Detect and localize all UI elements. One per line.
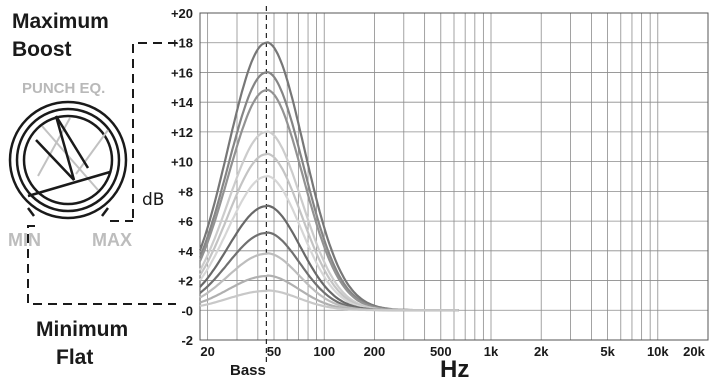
x-tick-label: 50 xyxy=(267,344,281,359)
eq-curve xyxy=(199,152,459,312)
knob-max-tick xyxy=(101,207,109,217)
x-tick-label: 100 xyxy=(313,344,335,359)
knob-pointer-base xyxy=(27,170,111,198)
x-tick-label: 10k xyxy=(647,344,669,359)
max-boost-label-2: Boost xyxy=(12,38,72,61)
knob-middle-ring xyxy=(15,107,121,213)
knob-ghost-pointer xyxy=(37,117,71,177)
knob-pointer-edge xyxy=(54,115,90,169)
x-tick-label: 5k xyxy=(600,344,615,359)
x-tick-label: 500 xyxy=(430,344,452,359)
plot-frame xyxy=(199,12,709,341)
curves xyxy=(198,41,459,312)
eq-curve xyxy=(199,289,459,312)
min-flat-label-2: Flat xyxy=(56,346,94,369)
leader-lines xyxy=(27,42,177,305)
y-tick-label: +2 xyxy=(178,274,193,289)
axes: -2 -0 +2 +4 +6 +8 +10 +12 +14 +16 +18 +20 20 50 100 200… xyxy=(171,6,706,362)
eq-curve xyxy=(198,41,459,312)
y-axis-unit: dB xyxy=(142,190,165,210)
knob-min-label: MIN xyxy=(8,230,41,250)
punch-eq-knob xyxy=(8,100,128,220)
knob-min-tick xyxy=(27,207,35,217)
y-tick-label: +20 xyxy=(171,6,193,21)
knob-inner-ring xyxy=(22,114,114,206)
x-axis-unit: Hz xyxy=(440,356,470,383)
y-tick-label: -2 xyxy=(181,333,193,348)
y-tick-label: +10 xyxy=(171,155,193,170)
y-tick-label: +8 xyxy=(178,184,193,199)
x-tick-label: 20 xyxy=(200,344,214,359)
max-boost-label-1: Maximum xyxy=(12,10,109,33)
x-tick-label: 2k xyxy=(534,344,549,359)
y-tick-label: +16 xyxy=(171,65,193,80)
knob-title: PUNCH EQ. xyxy=(22,80,106,97)
x-tick-label: 1k xyxy=(484,344,499,359)
y-tick-label: +14 xyxy=(171,95,194,110)
knob-ghost-pointer xyxy=(75,129,109,175)
knob-max-label: MAX xyxy=(92,230,132,250)
min-leader-line xyxy=(27,225,176,305)
y-tick-label: +4 xyxy=(178,244,194,259)
y-tick-label: +6 xyxy=(178,214,193,229)
y-tick-label: +18 xyxy=(171,36,193,51)
y-tick-label: +12 xyxy=(171,125,193,140)
knob-ghost-pointer xyxy=(41,125,99,191)
y-tick-label: -0 xyxy=(181,303,193,318)
grid xyxy=(199,12,709,341)
bass-marker-label: Bass xyxy=(230,362,266,379)
min-flat-label-1: Minimum xyxy=(36,318,129,341)
x-tick-label: 20k xyxy=(683,344,705,359)
knob-pointer xyxy=(35,115,76,181)
x-tick-label: 200 xyxy=(364,344,386,359)
knob-outer-ring xyxy=(8,100,128,220)
